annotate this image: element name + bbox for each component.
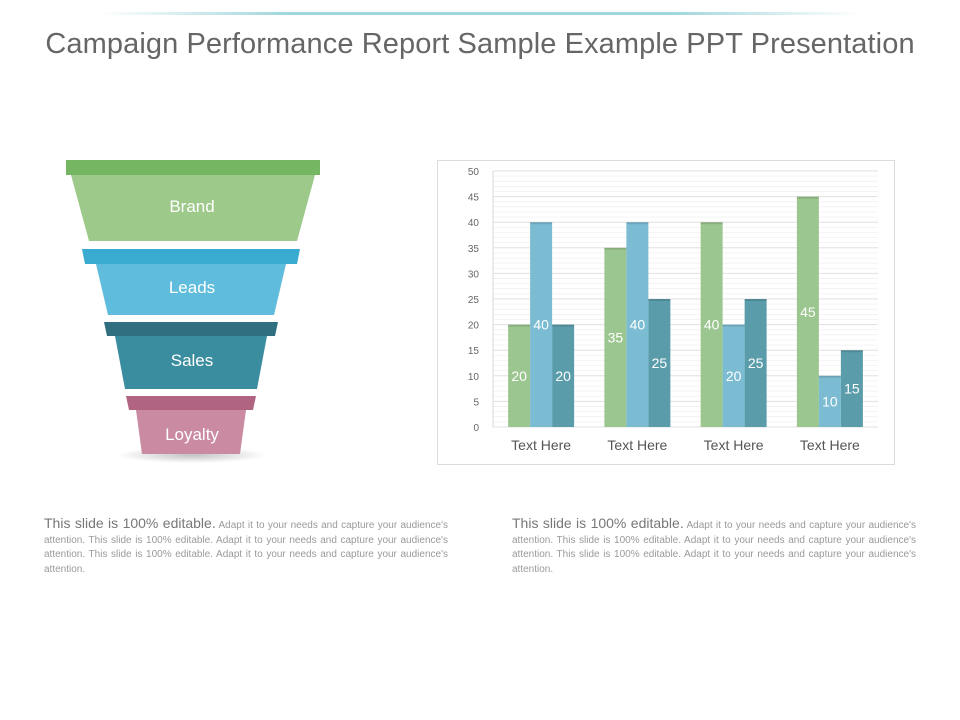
funnel-label-brand: Brand bbox=[169, 197, 215, 216]
funnel-band-sales bbox=[104, 322, 278, 336]
y-tick-label: 5 bbox=[473, 397, 479, 408]
bar-series-2-cat-3 bbox=[840, 350, 863, 427]
funnel-label-leads: Leads bbox=[168, 278, 216, 297]
funnel-label-loyalty: Loyalty bbox=[165, 425, 219, 444]
bar-data-label: 20 bbox=[511, 368, 527, 384]
x-category-label: Text Here bbox=[800, 437, 860, 453]
bar-series-2-cat-1 bbox=[648, 299, 671, 427]
slide-title: Campaign Performance Report Sample Examp… bbox=[45, 28, 915, 60]
bar-series-1-cat-3 bbox=[818, 375, 841, 427]
bar-data-label: 25 bbox=[748, 355, 764, 371]
bar-series-0-cat-2 bbox=[700, 222, 723, 427]
description-left-lead: This slide is 100% editable. bbox=[44, 515, 216, 531]
y-tick-label: 25 bbox=[468, 295, 480, 306]
y-tick-label: 0 bbox=[473, 423, 479, 434]
bar-data-label: 20 bbox=[555, 368, 571, 384]
bar-data-label: 40 bbox=[630, 317, 646, 333]
funnel-diagram: Brand Leads Sales Loyalty bbox=[60, 155, 330, 470]
bar-top-edge bbox=[530, 222, 553, 225]
bar-series-1-cat-2 bbox=[722, 324, 745, 427]
top-decorative-rule bbox=[100, 12, 860, 15]
bar-series-1-cat-0 bbox=[530, 222, 553, 427]
funnel-stage-brand bbox=[71, 175, 315, 241]
y-tick-label: 40 bbox=[468, 218, 480, 229]
bar-top-edge bbox=[840, 350, 863, 353]
funnel-band-brand bbox=[66, 160, 320, 175]
bar-data-label: 25 bbox=[652, 355, 668, 371]
bar-series-0-cat-0 bbox=[508, 324, 531, 427]
description-right-body: Adapt it to your needs and capture your … bbox=[512, 520, 916, 575]
description-right-lead: This slide is 100% editable. bbox=[512, 515, 684, 531]
bar-data-label: 35 bbox=[608, 329, 624, 345]
funnel-stage-loyalty bbox=[136, 410, 246, 454]
bar-top-edge bbox=[744, 299, 767, 301]
y-tick-label: 45 bbox=[468, 193, 480, 204]
bar-series-2-cat-2 bbox=[744, 299, 767, 427]
bar-top-edge bbox=[818, 375, 841, 378]
y-tick-label: 20 bbox=[468, 321, 480, 332]
bar-top-edge bbox=[796, 196, 819, 199]
y-tick-label: 50 bbox=[468, 167, 480, 178]
bar-data-label: 40 bbox=[704, 317, 720, 333]
bar-series-1-cat-1 bbox=[626, 222, 649, 427]
bar-top-edge bbox=[700, 222, 723, 225]
bar-series-0-cat-1 bbox=[604, 247, 627, 427]
x-category-label: Text Here bbox=[607, 437, 667, 453]
funnel-band-loyalty bbox=[126, 396, 256, 410]
bar-chart-panel: 0 5 10 15 20 25 30 35 40 45 50 Text Here Text Here Te… bbox=[437, 160, 895, 465]
chart-axis: 0 5 10 15 20 25 30 35 40 45 50 Text Here Text Here Te… bbox=[468, 167, 860, 453]
funnel-label-sales: Sales bbox=[170, 351, 214, 370]
chart-bars bbox=[508, 196, 863, 427]
bar-top-edge bbox=[648, 299, 671, 301]
description-left: This slide is 100% editable. Adapt it to… bbox=[44, 516, 448, 577]
y-tick-label: 35 bbox=[468, 244, 480, 255]
chart-data-labels: 20 40 20 35 40 25 40 20 25 45 10 15 bbox=[511, 304, 860, 410]
funnel-band-leads bbox=[82, 249, 300, 264]
y-tick-label: 15 bbox=[468, 346, 480, 357]
bar-series-0-cat-3 bbox=[796, 196, 819, 427]
funnel-stage-leads bbox=[96, 264, 286, 315]
bar-data-label: 45 bbox=[800, 304, 816, 320]
y-tick-label: 10 bbox=[468, 372, 480, 383]
funnel-graphic bbox=[66, 160, 320, 463]
y-tick-label: 30 bbox=[468, 269, 480, 280]
x-category-label: Text Here bbox=[511, 437, 571, 453]
bar-data-label: 15 bbox=[844, 381, 860, 397]
description-left-body: Adapt it to your needs and capture your … bbox=[44, 520, 448, 575]
description-right: This slide is 100% editable. Adapt it to… bbox=[512, 516, 916, 577]
bar-data-label: 40 bbox=[533, 317, 549, 333]
bar-top-edge bbox=[508, 324, 531, 327]
funnel-stage-sales bbox=[115, 336, 267, 389]
bar-top-edge bbox=[626, 222, 649, 225]
bar-top-edge bbox=[604, 247, 627, 250]
bar-series-2-cat-0 bbox=[552, 324, 575, 427]
bar-chart: 0 5 10 15 20 25 30 35 40 45 50 Text Here Text Here Te… bbox=[468, 167, 878, 453]
bar-top-edge bbox=[552, 324, 575, 327]
bar-data-label: 10 bbox=[822, 393, 838, 409]
bar-data-label: 20 bbox=[726, 368, 742, 384]
x-category-label: Text Here bbox=[704, 437, 764, 453]
bar-top-edge bbox=[722, 324, 745, 327]
